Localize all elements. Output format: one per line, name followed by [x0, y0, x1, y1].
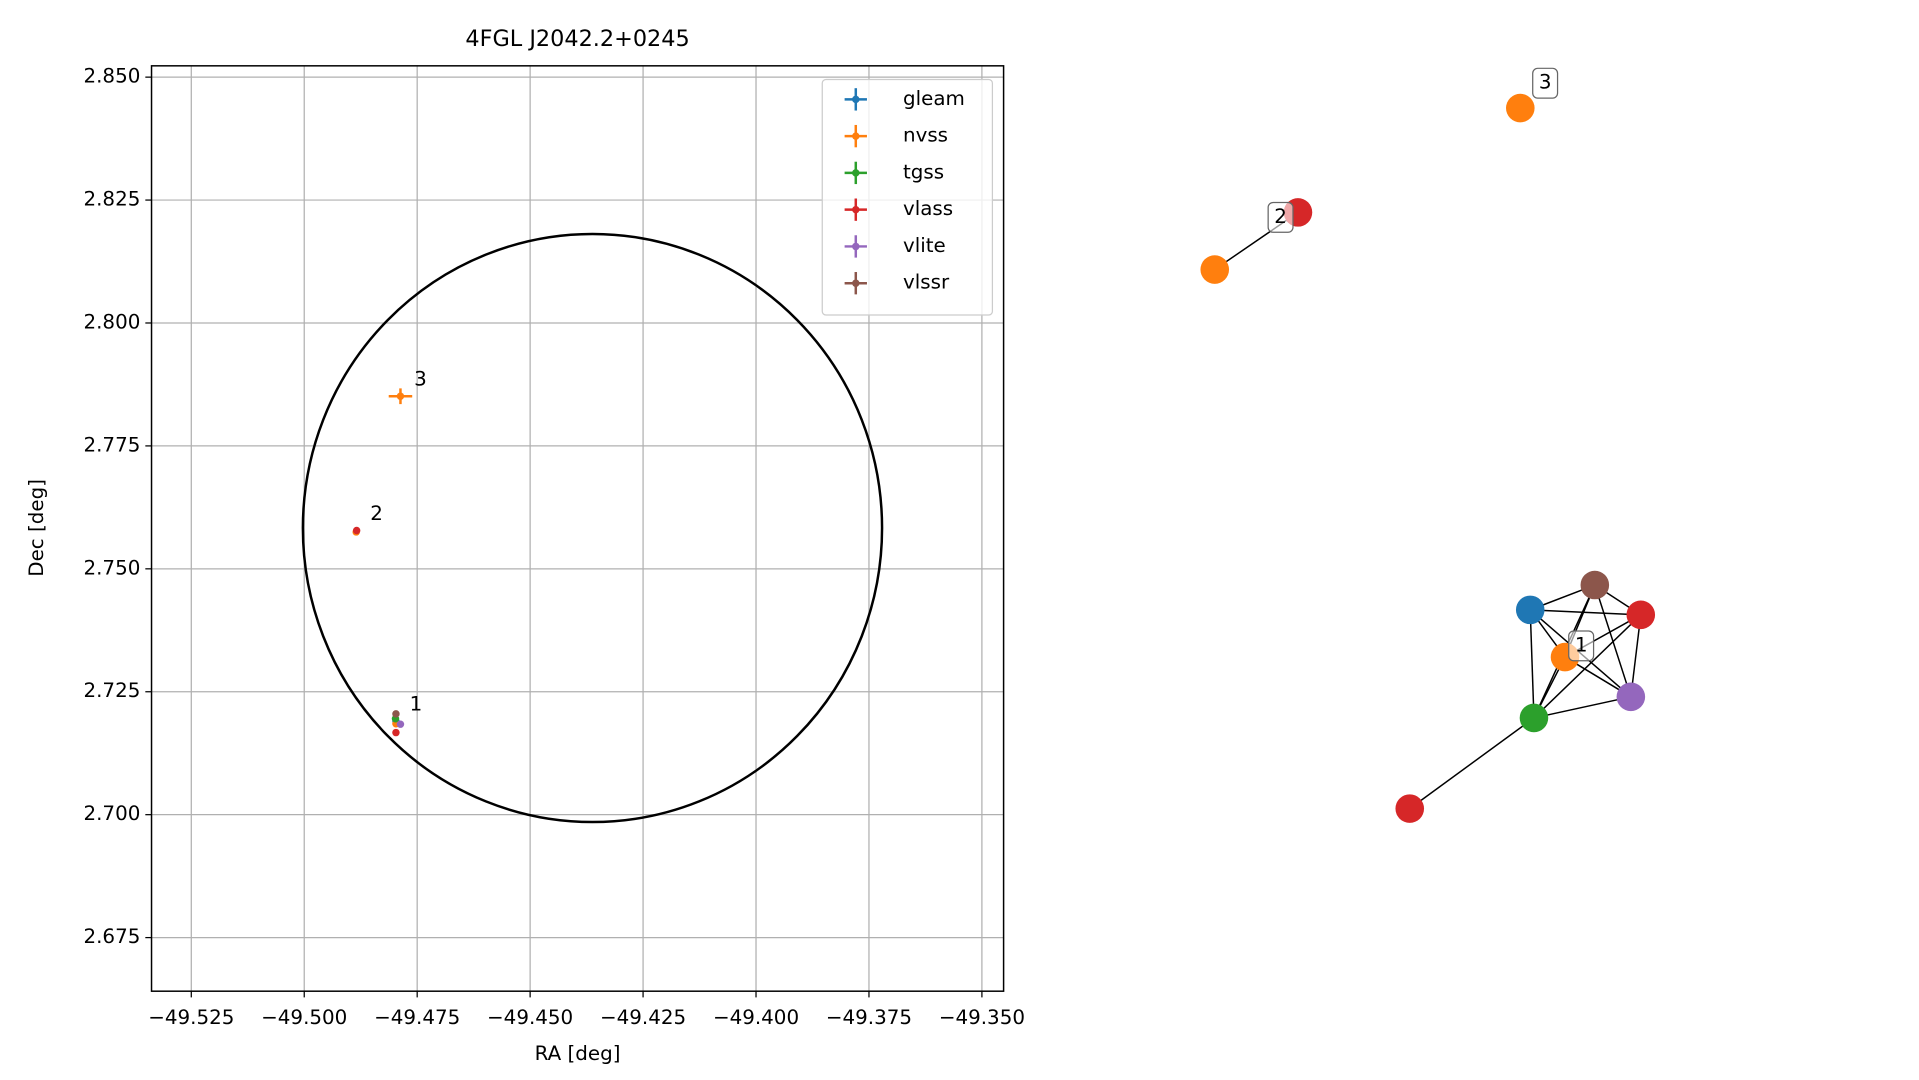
network-node — [1580, 570, 1610, 600]
legend-label: vlite — [903, 234, 946, 257]
x-tick-label: −49.475 — [374, 1006, 460, 1029]
point — [392, 728, 400, 737]
legend-box — [821, 78, 994, 316]
network-label: 2 — [1274, 205, 1287, 228]
x-tick-label: −49.400 — [713, 1006, 799, 1029]
y-tick-label: 2.825 — [83, 188, 140, 211]
point — [396, 392, 405, 400]
network-node — [1616, 682, 1646, 712]
y-tick-label: 2.850 — [83, 65, 140, 88]
network-edge — [1533, 696, 1631, 719]
network-node — [1515, 595, 1545, 625]
legend-label: gleam — [903, 87, 965, 110]
legend-label: tgss — [903, 160, 944, 183]
network-edge — [1409, 717, 1535, 810]
region-ellipse — [301, 232, 884, 824]
point — [352, 526, 361, 535]
legend-marker — [852, 95, 860, 104]
network-edge — [1529, 609, 1535, 718]
legend-marker — [852, 242, 860, 251]
y-tick-label: 2.725 — [83, 679, 140, 702]
y-tick-label: 2.675 — [83, 925, 140, 948]
plot-frame — [150, 65, 1005, 992]
network-node — [1506, 93, 1535, 123]
network-edge — [1530, 609, 1641, 616]
network-node — [1395, 794, 1425, 823]
network-label-box — [1568, 630, 1595, 662]
legend-marker — [852, 169, 860, 177]
network-node — [1519, 703, 1549, 733]
annotation: 3 — [414, 368, 427, 391]
legend-label: vlass — [903, 197, 953, 220]
x-tick-label: −49.450 — [487, 1006, 573, 1029]
legend-label: nvss — [903, 124, 948, 147]
legend-marker — [852, 205, 860, 214]
y-axis-label: Dec [deg] — [25, 479, 48, 577]
y-tick-label: 2.800 — [83, 310, 140, 333]
y-tick-label: 2.775 — [83, 433, 140, 456]
legend-label: vlssr — [903, 271, 950, 294]
legend-marker — [852, 279, 860, 287]
annotation: 1 — [410, 693, 423, 716]
x-axis-label: RA [deg] — [535, 1042, 621, 1065]
legend-marker — [852, 132, 860, 140]
network-label-box — [1532, 67, 1559, 99]
x-tick-label: −49.375 — [826, 1006, 912, 1029]
y-tick-label: 2.700 — [83, 802, 140, 825]
point — [392, 710, 400, 718]
network-label-box — [1267, 201, 1294, 233]
y-tick-label: 2.750 — [83, 556, 140, 579]
chart-title: 4FGL J2042.2+0245 — [465, 26, 689, 52]
network-node — [1200, 255, 1230, 284]
x-tick-label: −49.350 — [939, 1006, 1025, 1029]
network-node — [1626, 600, 1656, 630]
point — [396, 720, 405, 728]
x-tick-label: −49.525 — [148, 1006, 234, 1029]
x-tick-label: −49.500 — [261, 1006, 347, 1029]
annotation: 2 — [370, 502, 383, 525]
network-label: 3 — [1539, 71, 1552, 94]
network-label: 1 — [1575, 633, 1588, 656]
x-tick-label: −49.425 — [600, 1006, 686, 1029]
network-edge — [1533, 614, 1642, 719]
